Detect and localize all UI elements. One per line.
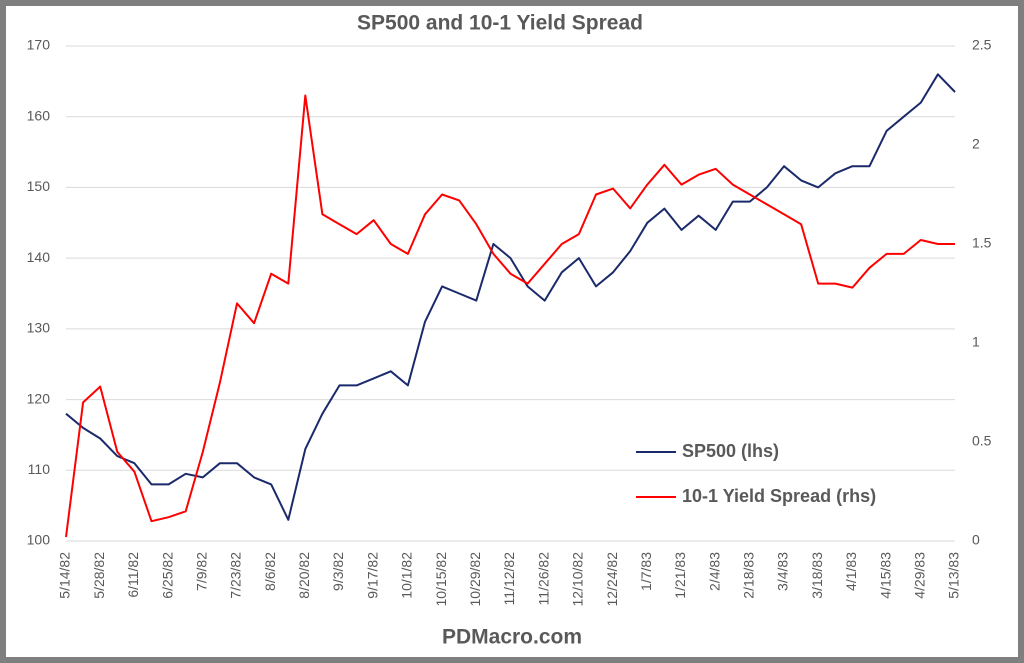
x-tick-label: 4/15/83 bbox=[877, 552, 893, 599]
chart-title: SP500 and 10-1 Yield Spread bbox=[357, 12, 643, 35]
x-tick-label: 3/18/83 bbox=[809, 552, 825, 599]
y-tick-label: 170 bbox=[27, 37, 51, 53]
y2-tick-label: 2.5 bbox=[972, 37, 992, 53]
x-tick-label: 8/20/82 bbox=[296, 552, 312, 599]
series-line bbox=[65, 73, 956, 521]
x-tick-label: 10/1/82 bbox=[399, 552, 415, 599]
x-tick-label: 9/3/82 bbox=[330, 552, 346, 591]
x-tick-label: 8/6/82 bbox=[262, 552, 278, 591]
y-tick-label: 150 bbox=[27, 178, 51, 194]
x-tick-label: 1/21/83 bbox=[672, 552, 688, 599]
y2-tick-label: 0.5 bbox=[972, 433, 992, 449]
x-tick-label: 10/29/82 bbox=[467, 552, 483, 607]
y-tick-label: 130 bbox=[27, 320, 51, 336]
x-tick-label: 11/12/82 bbox=[501, 552, 517, 606]
x-tick-label: 9/17/82 bbox=[364, 552, 380, 599]
x-tick-label: 12/24/82 bbox=[604, 552, 620, 607]
x-tick-label: 6/11/82 bbox=[125, 552, 141, 598]
x-tick-label: 7/23/82 bbox=[228, 552, 244, 599]
x-tick-label: 5/13/83 bbox=[946, 552, 962, 599]
y2-tick-label: 1.5 bbox=[972, 235, 992, 251]
x-tick-label: 12/10/82 bbox=[570, 552, 586, 607]
x-tick-label: 11/26/82 bbox=[535, 552, 551, 606]
x-tick-label: 5/28/82 bbox=[91, 552, 107, 599]
y2-tick-label: 1 bbox=[972, 334, 980, 350]
legend-label: SP500 (lhs) bbox=[682, 441, 779, 461]
series-line bbox=[65, 94, 955, 538]
x-tick-label: 2/18/83 bbox=[741, 552, 757, 599]
y-tick-label: 160 bbox=[27, 107, 51, 123]
y-tick-label: 120 bbox=[27, 390, 51, 406]
x-tick-label: 4/29/83 bbox=[912, 552, 928, 599]
x-tick-label: 10/15/82 bbox=[433, 552, 449, 607]
y-tick-label: 140 bbox=[27, 249, 51, 265]
x-tick-label: 5/14/82 bbox=[57, 552, 73, 599]
y-tick-label: 100 bbox=[27, 532, 51, 548]
x-tick-label: 3/4/83 bbox=[775, 552, 791, 591]
x-tick-label: 4/1/83 bbox=[843, 552, 859, 591]
footer: PDMacro.com bbox=[442, 626, 582, 649]
x-tick-label: 2/4/83 bbox=[706, 552, 722, 591]
x-tick-label: 6/25/82 bbox=[159, 552, 175, 599]
y2-tick-label: 0 bbox=[972, 532, 980, 548]
y-tick-label: 110 bbox=[28, 461, 51, 477]
x-tick-label: 7/9/82 bbox=[193, 552, 209, 591]
legend-label: 10-1 Yield Spread (rhs) bbox=[682, 486, 876, 506]
y2-tick-label: 2 bbox=[972, 136, 980, 152]
x-tick-label: 1/7/83 bbox=[638, 552, 654, 591]
